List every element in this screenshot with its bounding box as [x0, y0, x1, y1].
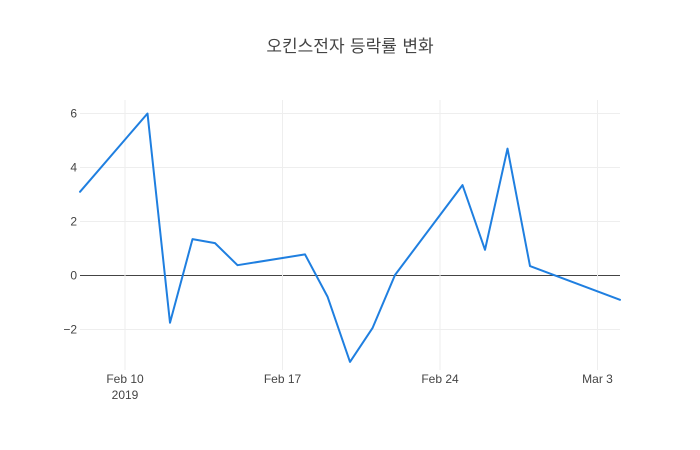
x-tick-label: Feb 24	[421, 372, 459, 386]
x-tick-label: Mar 3	[582, 372, 613, 386]
data-point	[327, 296, 329, 298]
data-point	[462, 184, 464, 186]
data-point	[192, 238, 194, 240]
data-point	[484, 249, 486, 251]
axes: −2 0 2 4 6 Feb 10 2019 Feb 17 Feb 24 Mar 3	[63, 107, 613, 403]
data-point	[169, 322, 171, 324]
data-point	[214, 242, 216, 244]
x-tick-year-label: 2019	[112, 388, 139, 402]
y-tick-label: 0	[70, 269, 77, 283]
data-point	[304, 253, 306, 255]
y-tick-label: 4	[70, 161, 77, 175]
series-line	[79, 112, 621, 363]
data-point	[507, 148, 509, 150]
data-point	[619, 299, 621, 301]
data-point	[79, 191, 81, 193]
y-tick-label: 6	[70, 107, 77, 121]
y-tick-label: 2	[70, 215, 77, 229]
series-layer	[79, 112, 621, 363]
x-tick-label: Feb 10	[106, 372, 144, 386]
grid	[80, 100, 620, 370]
data-point	[147, 113, 149, 115]
data-point	[349, 361, 351, 363]
data-point	[394, 274, 396, 276]
chart-title: 오킨스전자 등락률 변화	[266, 37, 434, 57]
y-tick-label: −2	[63, 323, 77, 337]
data-point	[237, 264, 239, 266]
data-point	[529, 265, 531, 267]
x-tick-label: Feb 17	[264, 372, 302, 386]
data-point	[372, 327, 374, 329]
